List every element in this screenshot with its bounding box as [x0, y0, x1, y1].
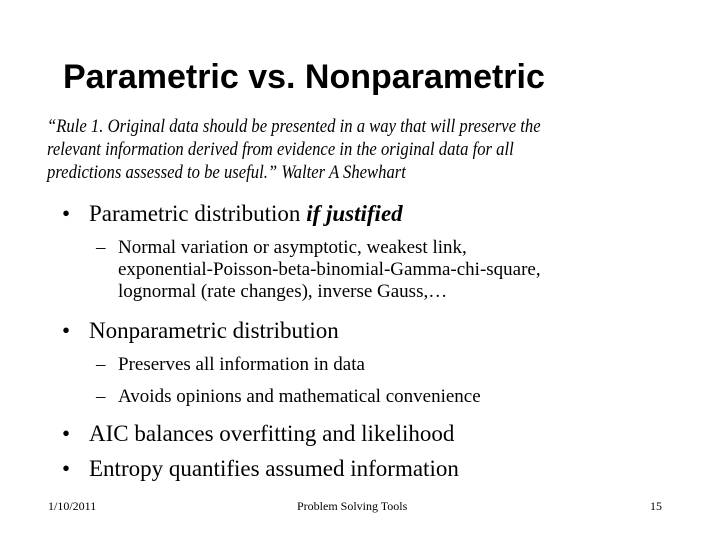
- bullet-icon: •: [62, 318, 71, 343]
- bullet-icon: •: [62, 456, 71, 481]
- dash-icon: –: [96, 237, 106, 258]
- bullet-text: Entropy quantifies assumed information: [89, 456, 459, 481]
- slide-title: Parametric vs. Nonparametric: [63, 58, 545, 96]
- bullet-text: Parametric distribution: [89, 201, 307, 226]
- quote-line: predictions assessed to be useful.” Walt…: [47, 163, 406, 183]
- quote: “Rule 1. Original data should be present…: [47, 116, 541, 185]
- footer-title: Problem Solving Tools: [297, 499, 408, 513]
- quote-line: relevant information derived from eviden…: [47, 140, 514, 160]
- dash-icon: –: [96, 386, 106, 407]
- sub-bullet-line: Avoids opinions and mathematical conveni…: [118, 386, 481, 407]
- bullet-icon: •: [62, 421, 71, 446]
- sub-bullet-line: lognormal (rate changes), inverse Gauss,…: [118, 281, 448, 302]
- dash-icon: –: [96, 354, 106, 375]
- bullet-text: Nonparametric distribution: [89, 318, 339, 343]
- bullet-icon: •: [62, 201, 71, 226]
- sub-bullet-line: Preserves all information in data: [118, 354, 365, 375]
- sub-bullet-line: exponential-Poisson-beta-binomial-Gamma-…: [118, 259, 541, 280]
- quote-line: “Rule 1. Original data should be present…: [47, 117, 541, 137]
- sub-bullet-line: Normal variation or asymptotic, weakest …: [118, 237, 467, 258]
- bullet-emphasis: if justified: [306, 201, 403, 226]
- page-number: 15: [650, 499, 662, 513]
- bullet-text: AIC balances overfitting and likelihood: [89, 421, 455, 446]
- footer-date: 1/10/2011: [48, 499, 97, 513]
